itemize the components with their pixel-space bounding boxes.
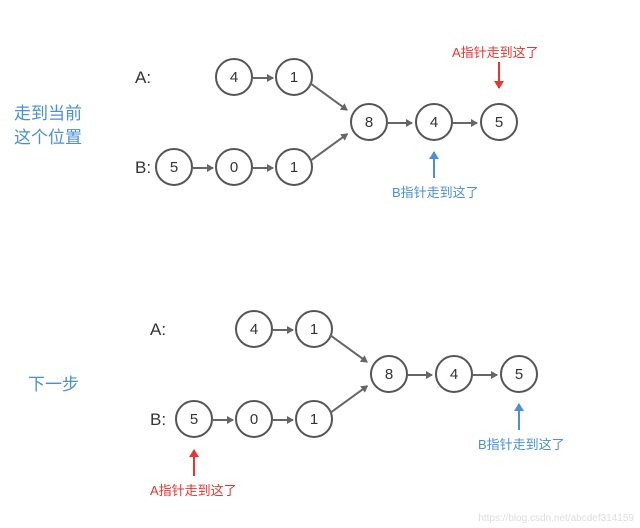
pointer-b-arrow-icon [518,404,520,430]
node-a-1: 1 [275,58,313,96]
edge-icon [213,419,233,421]
node-b-2: 1 [295,400,333,438]
node-b-1: 0 [235,400,273,438]
edge-icon [330,334,368,362]
side-caption-line2: 这个位置 [14,128,82,147]
pointer-b-arrow-icon [433,152,435,178]
row-label-a: A: [135,68,151,88]
node-b-2: 1 [275,148,313,186]
node-shared-1: 4 [415,103,453,141]
node-shared-0: 8 [350,103,388,141]
side-caption-next: 下一步 [28,373,79,397]
diagram-panel-current: 走到当前 这个位置 A: 4 1 B: 5 0 1 8 4 5 A指针走到这了 … [0,0,640,240]
edge-icon [273,329,293,331]
node-b-0: 5 [175,400,213,438]
row-label-b: B: [135,158,151,178]
row-label-a: A: [150,320,166,340]
edge-icon [253,77,273,79]
pointer-a-label: A指针走到这了 [150,480,237,499]
edge-icon [453,122,477,124]
node-shared-1: 4 [435,355,473,393]
side-caption-line1: 走到当前 [14,104,82,123]
node-b-1: 0 [215,148,253,186]
pointer-a-arrow-icon [193,450,195,476]
node-a-1: 1 [295,310,333,348]
edge-icon [388,122,412,124]
edge-icon [310,82,348,110]
watermark: https://blog.csdn.net/abcdef314159 [478,513,634,524]
pointer-a-label: A指针走到这了 [452,42,539,61]
pointer-b-label: B指针走到这了 [478,434,565,453]
edge-icon [273,419,293,421]
node-shared-2: 5 [480,103,518,141]
edge-icon [193,167,213,169]
edge-icon [408,374,432,376]
edge-icon [473,374,497,376]
pointer-a-arrow-icon [498,62,500,88]
edge-icon [253,167,273,169]
node-a-0: 4 [235,310,273,348]
node-shared-2: 5 [500,355,538,393]
pointer-b-label: B指针走到这了 [392,182,479,201]
side-caption-current: 走到当前 这个位置 [14,102,82,150]
edge-icon [330,385,368,413]
node-a-0: 4 [215,58,253,96]
node-b-0: 5 [155,148,193,186]
edge-icon [310,133,348,161]
row-label-b: B: [150,410,166,430]
diagram-panel-next: 下一步 A: 4 1 B: 5 0 1 8 4 5 B指针走到这了 A指针走到这… [0,260,640,520]
node-shared-0: 8 [370,355,408,393]
